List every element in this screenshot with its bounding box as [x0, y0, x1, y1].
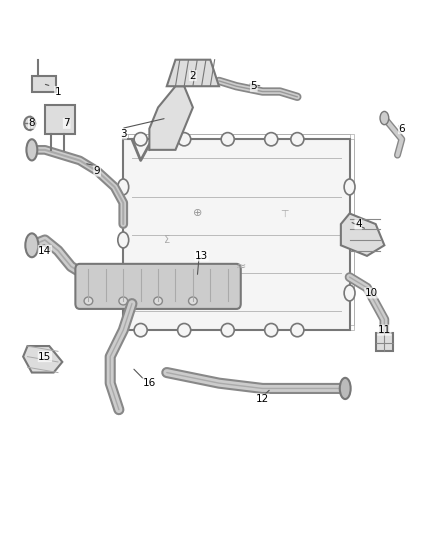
Ellipse shape	[154, 297, 162, 305]
Ellipse shape	[26, 139, 37, 160]
Ellipse shape	[221, 133, 234, 146]
Ellipse shape	[178, 133, 191, 146]
Ellipse shape	[118, 285, 129, 301]
Text: 5: 5	[251, 81, 257, 91]
Text: Σ: Σ	[164, 235, 170, 245]
Text: ⊤: ⊤	[280, 208, 289, 219]
Text: 16: 16	[143, 378, 156, 388]
Ellipse shape	[291, 133, 304, 146]
Ellipse shape	[265, 324, 278, 337]
Polygon shape	[167, 60, 219, 86]
Bar	[127, 139, 354, 330]
Polygon shape	[23, 346, 62, 373]
Bar	[376, 333, 393, 351]
Ellipse shape	[134, 324, 147, 337]
Text: 8: 8	[28, 118, 35, 128]
Bar	[123, 139, 350, 330]
Ellipse shape	[118, 179, 129, 195]
Ellipse shape	[291, 324, 304, 337]
Text: 13: 13	[195, 251, 208, 261]
Ellipse shape	[344, 285, 355, 301]
Polygon shape	[149, 86, 193, 150]
Bar	[45, 105, 75, 134]
Ellipse shape	[265, 133, 278, 146]
Text: 12: 12	[256, 394, 269, 404]
Ellipse shape	[344, 179, 355, 195]
Ellipse shape	[118, 232, 129, 248]
Text: 14: 14	[38, 246, 52, 256]
Text: 10: 10	[365, 288, 378, 298]
Ellipse shape	[84, 297, 93, 305]
Text: ⊕: ⊕	[193, 208, 202, 219]
Bar	[32, 76, 56, 92]
Text: 6: 6	[399, 124, 405, 134]
Ellipse shape	[188, 297, 197, 305]
Bar	[123, 134, 350, 325]
Bar	[127, 134, 354, 325]
Bar	[123, 139, 350, 330]
Ellipse shape	[344, 232, 355, 248]
Text: ≈: ≈	[236, 260, 246, 273]
Text: 9: 9	[94, 166, 100, 176]
Text: 7: 7	[64, 118, 70, 128]
Ellipse shape	[221, 324, 234, 337]
Text: 3: 3	[120, 129, 127, 139]
Polygon shape	[341, 214, 385, 256]
Ellipse shape	[134, 133, 147, 146]
FancyBboxPatch shape	[75, 264, 241, 309]
Ellipse shape	[25, 233, 39, 257]
Ellipse shape	[119, 297, 127, 305]
Ellipse shape	[380, 111, 389, 125]
Ellipse shape	[178, 324, 191, 337]
Text: 4: 4	[355, 219, 362, 229]
Text: 1: 1	[55, 86, 61, 96]
Text: 11: 11	[378, 325, 391, 335]
Text: 2: 2	[190, 70, 196, 80]
Text: 15: 15	[38, 352, 52, 361]
Ellipse shape	[24, 117, 35, 130]
Ellipse shape	[340, 378, 351, 399]
